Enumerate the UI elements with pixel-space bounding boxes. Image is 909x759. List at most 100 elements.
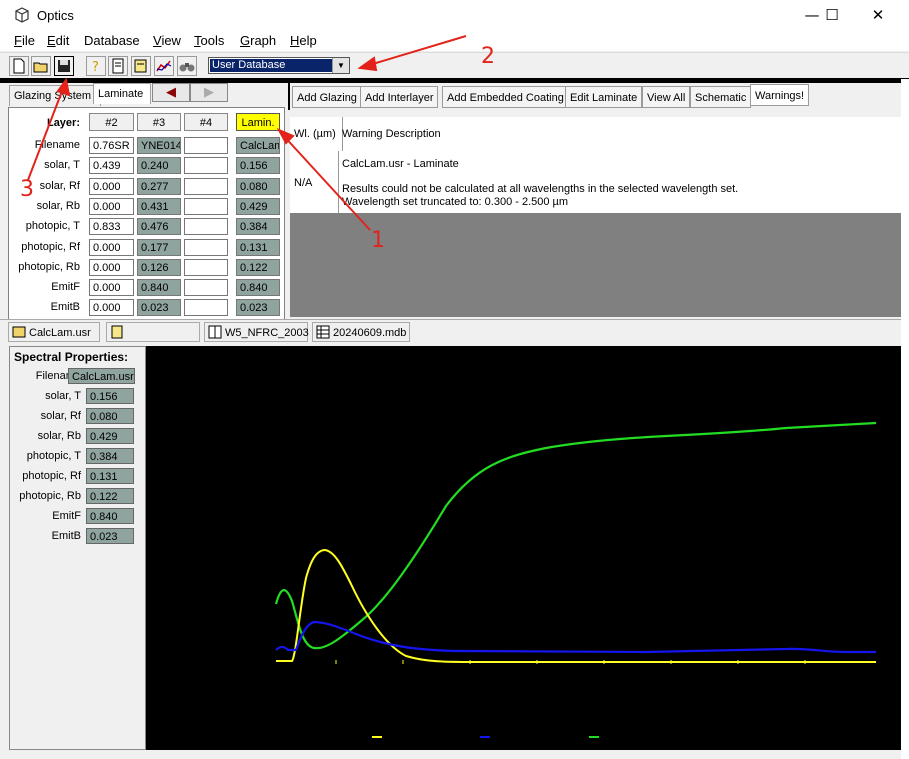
- grid-cell[interactable]: [184, 299, 228, 317]
- grid-cell[interactable]: 0.156: [236, 157, 280, 175]
- file-tab-database[interactable]: 20240609.mdb: [312, 322, 410, 342]
- spectral-label: solar, T: [45, 390, 81, 402]
- grid-cell[interactable]: 0.431: [137, 197, 181, 215]
- menu-tools[interactable]: Tools: [194, 33, 225, 48]
- spectral-value: CalcLam.usr: [68, 368, 135, 384]
- grid-cell[interactable]: 0.833: [89, 218, 134, 236]
- grid-row-label: solar, Rb: [36, 199, 80, 212]
- grid-cell[interactable]: 0.131: [236, 238, 280, 256]
- file-tab-w5-nfrc[interactable]: W5_NFRC_2003: [204, 322, 309, 342]
- menu-help[interactable]: Help: [290, 33, 317, 48]
- grid-cell[interactable]: YNE014: [137, 137, 181, 154]
- warning-line-1: CalcLam.usr - Laminate: [342, 158, 459, 170]
- tab-glazing-system[interactable]: Glazing System: [9, 85, 101, 106]
- save-icon[interactable]: [54, 56, 74, 76]
- grid-cell[interactable]: [184, 157, 228, 175]
- grid-cell[interactable]: 0.429: [236, 197, 280, 215]
- warning-line-2: Results could not be calculated at all w…: [342, 183, 739, 195]
- database-icon: [316, 325, 330, 339]
- grid-cell[interactable]: [184, 238, 228, 256]
- grid-cell[interactable]: [184, 258, 228, 276]
- grid-cell[interactable]: 0.840: [236, 279, 280, 297]
- grid-cell[interactable]: [184, 177, 228, 195]
- grid-cell[interactable]: 0.126: [137, 258, 181, 276]
- spectral-value: 0.840: [86, 508, 134, 524]
- spectral-label: solar, Rf: [40, 410, 81, 422]
- chevron-down-icon[interactable]: ▼: [332, 58, 349, 73]
- grid-cell[interactable]: 0.277: [137, 177, 181, 195]
- grid-cell[interactable]: 0.476: [137, 218, 181, 236]
- grid-row-label: photopic, T: [25, 220, 80, 233]
- close-button[interactable]: ✕: [871, 6, 885, 24]
- grid-cell[interactable]: [184, 218, 228, 236]
- warning-row[interactable]: N/A CalcLam.usr - Laminate Results could…: [290, 151, 901, 213]
- grid-cell[interactable]: 0.384: [236, 218, 280, 236]
- add-interlayer-button[interactable]: Add Interlayer: [360, 86, 439, 108]
- spectral-graph[interactable]: [146, 346, 901, 750]
- title-bar: [0, 0, 909, 31]
- menu-database[interactable]: Database: [84, 33, 140, 48]
- spectral-label: solar, Rb: [37, 430, 81, 442]
- column-header-4[interactable]: #4: [184, 113, 228, 131]
- column-header-2[interactable]: #2: [89, 113, 134, 131]
- open-folder-icon[interactable]: [31, 56, 51, 76]
- legend: [372, 736, 599, 738]
- view-all-button[interactable]: View All: [642, 86, 691, 108]
- grid-cell[interactable]: 0.000: [89, 258, 134, 276]
- grid-cell[interactable]: 0.000: [89, 238, 134, 256]
- chart-icon[interactable]: [154, 56, 174, 76]
- grid-cell[interactable]: 0.023: [137, 299, 181, 317]
- help-icon[interactable]: ?: [86, 56, 106, 76]
- spectral-value: 0.131: [86, 468, 134, 484]
- grid-cell[interactable]: 0.177: [137, 238, 181, 256]
- binoculars-icon[interactable]: [177, 56, 197, 76]
- grid-cell[interactable]: 0.000: [89, 197, 134, 215]
- file-tab-blank[interactable]: [106, 322, 200, 342]
- back-arrow-icon[interactable]: ◀: [152, 83, 190, 102]
- edit-laminate-button[interactable]: Edit Laminate: [565, 86, 643, 108]
- grid-cell[interactable]: 0.240: [137, 157, 181, 175]
- grid-cell[interactable]: 0.000: [89, 177, 134, 195]
- grid-cell[interactable]: [184, 279, 228, 297]
- column-header-laminate[interactable]: Lamin.: [236, 113, 280, 131]
- menu-view[interactable]: View: [153, 33, 181, 48]
- grid-cell[interactable]: 0.840: [137, 279, 181, 297]
- menu-edit[interactable]: Edit: [47, 33, 70, 48]
- tab-laminate[interactable]: Laminate: [93, 83, 151, 104]
- grid-cell[interactable]: [184, 197, 228, 215]
- menu-graph[interactable]: Graph: [240, 33, 277, 48]
- series-blue-line: [275, 620, 876, 654]
- spectral-value: 0.080: [86, 408, 134, 424]
- grid-cell[interactable]: 0.080: [236, 177, 280, 195]
- spectral-value: 0.156: [86, 388, 134, 404]
- grid-cell[interactable]: 0.76SR: [89, 137, 134, 154]
- schematic-button[interactable]: Schematic: [690, 86, 752, 108]
- spectral-title: Spectral Properties:: [14, 350, 129, 364]
- document-icon[interactable]: [108, 56, 128, 76]
- add-glazing-button[interactable]: Add Glazing: [292, 86, 362, 108]
- grid-cell[interactable]: 0.122: [236, 258, 280, 276]
- grid-cell[interactable]: 0.023: [236, 299, 280, 317]
- grid-cell[interactable]: 0.000: [89, 279, 134, 297]
- warning-line-3: Wavelength set truncated to: 0.300 - 2.5…: [342, 196, 569, 208]
- menu-file[interactable]: File: [14, 33, 35, 48]
- file-icon: [12, 325, 26, 339]
- database-select[interactable]: User Database ▼: [208, 57, 350, 74]
- legend-blue-swatch: [480, 736, 490, 738]
- edit-icon[interactable]: [131, 56, 151, 76]
- minimize-button[interactable]: —: [804, 6, 820, 24]
- new-file-icon[interactable]: [9, 56, 29, 76]
- file-tab-calclam[interactable]: CalcLam.usr: [8, 322, 100, 342]
- column-header-3[interactable]: #3: [137, 113, 181, 131]
- grid-cell[interactable]: [184, 137, 228, 154]
- warnings-tab[interactable]: Warnings!: [750, 84, 810, 106]
- forward-arrow-icon[interactable]: ▶: [190, 83, 228, 102]
- grid-cell[interactable]: 0.439: [89, 157, 134, 175]
- spectral-value: 0.429: [86, 428, 134, 444]
- grid-row-label: photopic, Rb: [18, 260, 80, 273]
- grid-cell[interactable]: CalcLam: [236, 137, 280, 154]
- spectral-label: photopic, Rf: [22, 470, 81, 482]
- grid-cell[interactable]: 0.000: [89, 299, 134, 317]
- maximize-button[interactable]: ☐: [825, 6, 839, 24]
- add-embedded-coating-button[interactable]: Add Embedded Coating: [442, 86, 569, 108]
